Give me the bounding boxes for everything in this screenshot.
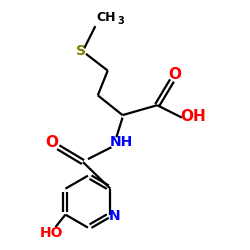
- Text: 3: 3: [117, 16, 124, 26]
- Text: O: O: [46, 135, 59, 150]
- Text: NH: NH: [110, 135, 133, 149]
- Text: HO: HO: [40, 226, 64, 240]
- Text: O: O: [168, 67, 181, 82]
- Text: S: S: [76, 44, 86, 58]
- Text: N: N: [108, 209, 120, 223]
- Text: OH: OH: [180, 109, 206, 124]
- Text: CH: CH: [97, 11, 116, 24]
